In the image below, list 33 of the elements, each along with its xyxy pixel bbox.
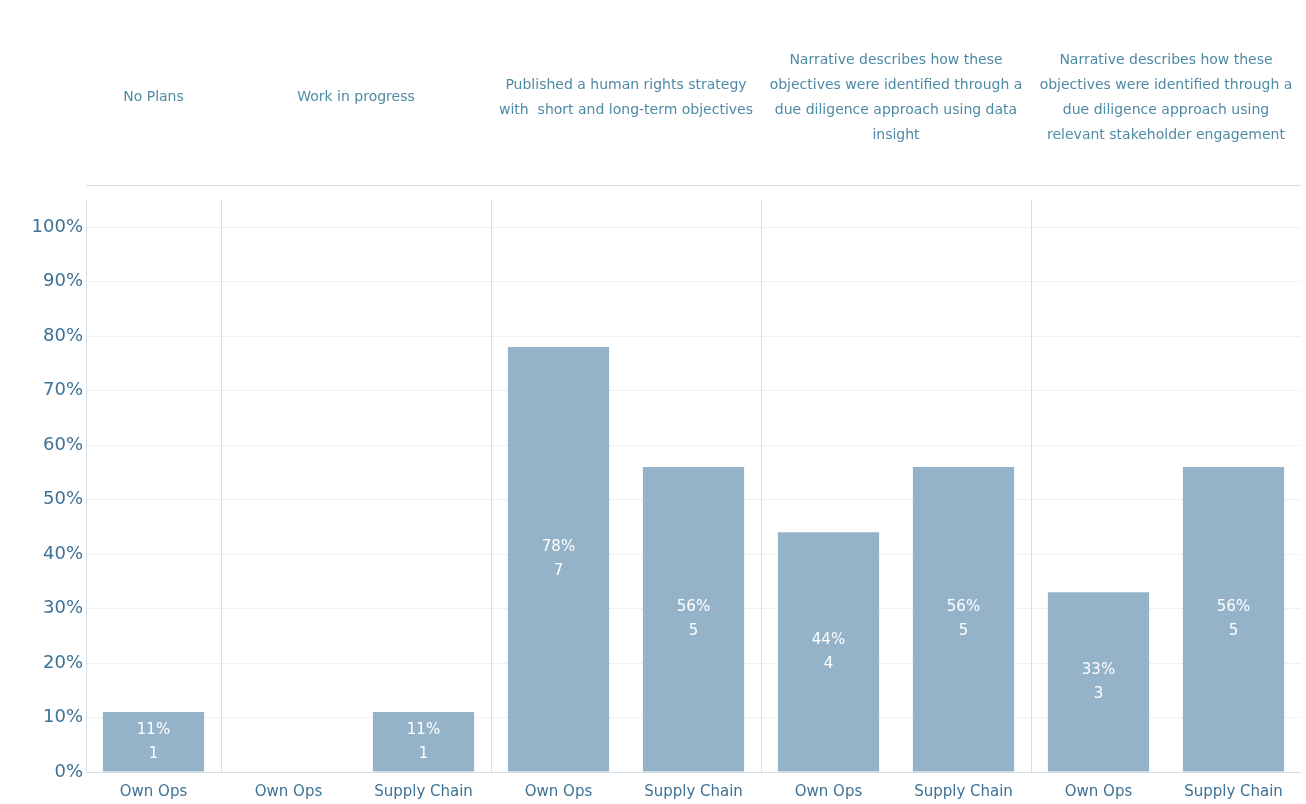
chart-title: Work in progress xyxy=(297,87,415,106)
data-label: 78% 7 xyxy=(541,537,576,580)
x-tick-label: Supply Chain xyxy=(914,781,1013,800)
x-tick-label: Own Ops xyxy=(524,781,593,800)
y-tick-label: 60% xyxy=(42,432,83,454)
y-tick-label: 90% xyxy=(42,269,83,291)
data-label: 33% 3 xyxy=(1081,659,1116,702)
x-tick-label: Own Ops xyxy=(254,781,323,800)
data-label: 11% 1 xyxy=(406,719,441,762)
y-tick-label: 10% xyxy=(42,705,83,727)
chart-title: Narrative describes how these objectives were identified through a due diligence approach using data insight xyxy=(768,49,1024,144)
x-tick-label: Own Ops xyxy=(119,781,188,800)
y-tick-label: 100% xyxy=(31,214,83,236)
data-label: 56% 5 xyxy=(676,597,711,640)
y-tick-label: 20% xyxy=(42,650,83,672)
y-tick-label: 40% xyxy=(42,541,83,563)
x-tick-label: Own Ops xyxy=(1064,781,1133,800)
x-tick-label: Supply Chain xyxy=(374,781,473,800)
data-label: 11% 1 xyxy=(136,719,171,762)
y-tick-label: 80% xyxy=(42,323,83,345)
x-tick-label: Supply Chain xyxy=(1184,781,1283,800)
chart-title: Narrative describes how these objectives were identified through a due diligence approach using relevant stakeholder engagement xyxy=(1038,49,1294,144)
x-tick-label: Own Ops xyxy=(794,781,863,800)
data-label: 56% 5 xyxy=(946,597,981,640)
chart-title: No Plans xyxy=(123,87,184,106)
data-label: 56% 5 xyxy=(1216,597,1251,640)
y-tick-label: 30% xyxy=(42,596,83,618)
y-tick-label: 50% xyxy=(42,487,83,509)
x-tick-label: Supply Chain xyxy=(644,781,743,800)
y-tick-label: 0% xyxy=(54,759,83,781)
y-tick-label: 70% xyxy=(42,378,83,400)
data-label: 44% 4 xyxy=(811,629,846,672)
chart-title: Published a human rights strategy with short and long-term objectives xyxy=(498,74,754,119)
